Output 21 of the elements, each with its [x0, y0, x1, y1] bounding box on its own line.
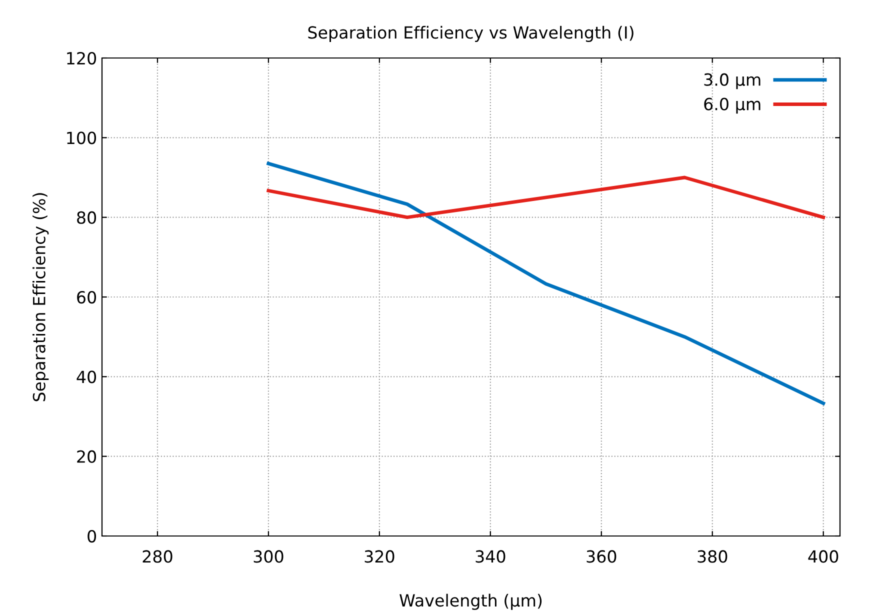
chart-title: Separation Efficiency vs Wavelength (I) — [308, 26, 634, 42]
y-tick-label: 0 — [88, 530, 96, 543]
line-series — [266, 162, 826, 406]
x-tick-label: 320 — [364, 550, 394, 563]
y-tick-label: 80 — [77, 211, 96, 224]
x-axis-title: Wavelength (µm) — [400, 594, 542, 610]
x-tick-label: 300 — [254, 550, 284, 563]
x-tick-label: 360 — [586, 550, 616, 563]
line-series — [266, 176, 826, 220]
y-tick-label: 20 — [77, 450, 96, 463]
y-axis-title: Separation Efficiency (%) — [32, 193, 49, 402]
x-tick-label: 280 — [142, 550, 172, 563]
y-tick-label: 100 — [67, 132, 96, 144]
legend-label: 6.0 µm — [704, 98, 760, 114]
x-tick-label: 400 — [808, 550, 838, 563]
y-tick-label: 120 — [67, 52, 96, 65]
x-tick-label: 340 — [476, 550, 506, 563]
x-tick-label: 380 — [698, 550, 728, 563]
y-tick-label: 40 — [76, 370, 96, 384]
legend-label: 3.0 µm — [704, 73, 760, 90]
y-tick-label: 60 — [77, 290, 96, 304]
